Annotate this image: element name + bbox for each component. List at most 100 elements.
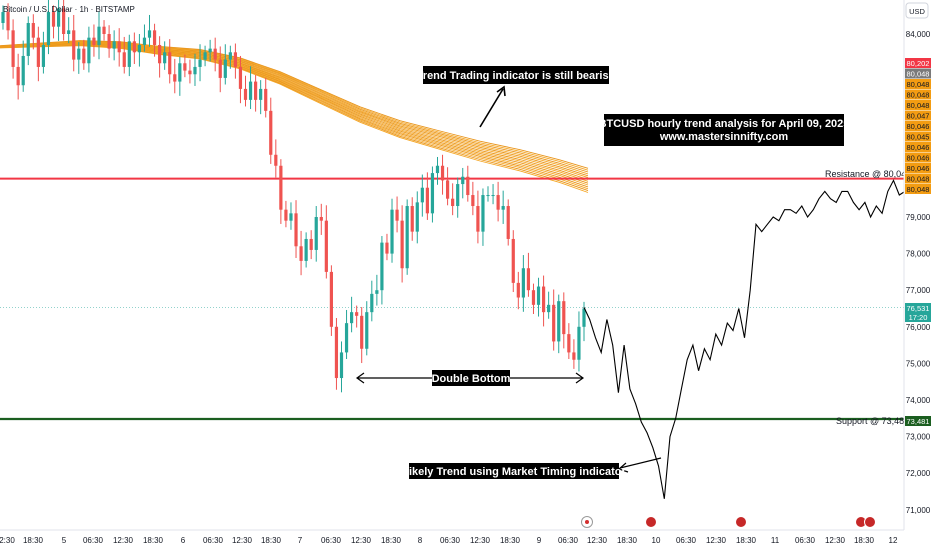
double-bottom-left-head xyxy=(355,372,365,384)
double-bottom-text: Double Bottom xyxy=(432,373,511,385)
current-price-tag-bg xyxy=(905,303,931,322)
candle-body xyxy=(360,315,364,349)
current-price-text: 76,531 xyxy=(907,304,930,313)
ribbon-tag-bg xyxy=(905,142,931,152)
likely-trend-arrow xyxy=(619,457,662,469)
price-tick-label: 76,000 xyxy=(906,323,931,332)
candle-body xyxy=(67,30,71,34)
candle-body xyxy=(319,217,323,221)
ribbon-tag-text: 80,046 xyxy=(907,164,930,173)
current-price-tag: 76,531 17:20 xyxy=(905,303,931,322)
double-bottom-box xyxy=(432,370,510,386)
candle-body xyxy=(339,352,344,379)
price-tick-label: 75,000 xyxy=(906,359,931,368)
time-tick-label: 18:30 xyxy=(617,536,638,545)
currency-button-label: USD xyxy=(909,7,925,16)
price-tick-label: 72,000 xyxy=(906,469,931,478)
event-us-flag-icon[interactable] xyxy=(864,516,876,528)
candle-body xyxy=(142,37,147,45)
time-tick-label: 8 xyxy=(418,536,423,545)
candle-body xyxy=(11,30,15,67)
candle-body xyxy=(355,312,359,316)
ribbon-tag-bg xyxy=(905,173,931,184)
candle-body xyxy=(350,312,354,324)
candle-body xyxy=(445,180,450,199)
candle-body xyxy=(274,154,278,166)
projection-line xyxy=(583,179,906,499)
ribbon-tag-bg xyxy=(905,58,931,68)
time-tick-label: 18:30 xyxy=(500,536,521,545)
candle-body xyxy=(127,41,131,67)
candle-body xyxy=(188,70,192,75)
candle-body xyxy=(557,301,561,342)
candle-body xyxy=(324,220,328,272)
candle-body xyxy=(132,41,136,53)
candle-body xyxy=(173,74,177,82)
candle-body xyxy=(385,242,389,254)
time-axis-ticks[interactable]: 2:30 18:30 5 06:30 12:30 18:30 6 06:30 12:30 18:3… xyxy=(0,536,898,545)
ribbon-tag-text: 80,048 xyxy=(907,101,930,110)
candle-body xyxy=(117,41,121,53)
time-tick-label: 9 xyxy=(537,536,542,545)
time-tick-label: 6 xyxy=(181,536,186,545)
ribbon-tag-bg xyxy=(905,121,931,131)
event-us-flag-icon[interactable] xyxy=(645,516,657,528)
candle-body xyxy=(552,304,556,342)
support-tag-text: 73,481 xyxy=(907,417,930,426)
candle-body xyxy=(567,334,571,353)
candle-body xyxy=(72,30,76,60)
event-icons[interactable] xyxy=(581,516,876,528)
candle-body xyxy=(6,12,10,31)
candle-body xyxy=(365,312,369,349)
event-us-flag-icon[interactable] xyxy=(735,516,747,528)
candle-body xyxy=(501,206,505,210)
candle-body xyxy=(334,326,339,379)
ribbon-tag-text: 80,048 xyxy=(907,80,930,89)
candle-body xyxy=(466,176,470,196)
candle-body xyxy=(400,220,404,269)
candle-body xyxy=(440,165,445,181)
candle-body xyxy=(1,12,5,24)
currency-button[interactable]: USD xyxy=(905,2,929,19)
candle-body xyxy=(410,206,414,232)
candle-body xyxy=(375,290,379,294)
candle-body xyxy=(16,66,20,86)
candle-body xyxy=(87,37,91,64)
candle-body xyxy=(309,238,313,250)
candles xyxy=(1,0,586,393)
time-tick-label: 12:30 xyxy=(470,536,491,545)
ribbon-tag-text: 80,045 xyxy=(907,133,930,142)
candle-body xyxy=(521,268,525,298)
time-tick-label: 06:30 xyxy=(440,536,461,545)
candle-body xyxy=(62,8,66,34)
candle-body xyxy=(97,26,101,45)
ribbon-tag-bg xyxy=(905,152,931,163)
currency-button-bg[interactable] xyxy=(905,2,929,19)
time-tick-label: 18:30 xyxy=(381,536,402,545)
time-tick-label: 7 xyxy=(298,536,303,545)
candle-body xyxy=(183,63,187,71)
countdown-text: 17:20 xyxy=(909,313,928,322)
price-tick-label: 78,000 xyxy=(906,250,931,259)
candle-body xyxy=(243,88,248,100)
support-tag-bg xyxy=(905,416,931,426)
ribbon-line xyxy=(0,44,589,188)
candle-body xyxy=(430,173,435,214)
price-tick-label: 84,000 xyxy=(906,30,931,39)
candle-body xyxy=(511,238,515,283)
candle-body xyxy=(481,195,485,232)
candle-body xyxy=(46,12,51,45)
ribbon-tag-bg xyxy=(905,68,931,79)
candle-body xyxy=(102,26,106,34)
time-tick-label: 18:30 xyxy=(23,536,44,545)
title-box xyxy=(604,114,844,146)
candle-body xyxy=(208,48,212,53)
double-bottom-right-head xyxy=(575,372,585,384)
candle-body xyxy=(572,352,576,360)
candle-body xyxy=(486,195,490,197)
candle-body xyxy=(77,48,81,60)
time-tick-label: 18:30 xyxy=(854,536,875,545)
time-tick-label: 06:30 xyxy=(676,536,697,545)
price-tick-label: 71,000 xyxy=(906,506,931,515)
